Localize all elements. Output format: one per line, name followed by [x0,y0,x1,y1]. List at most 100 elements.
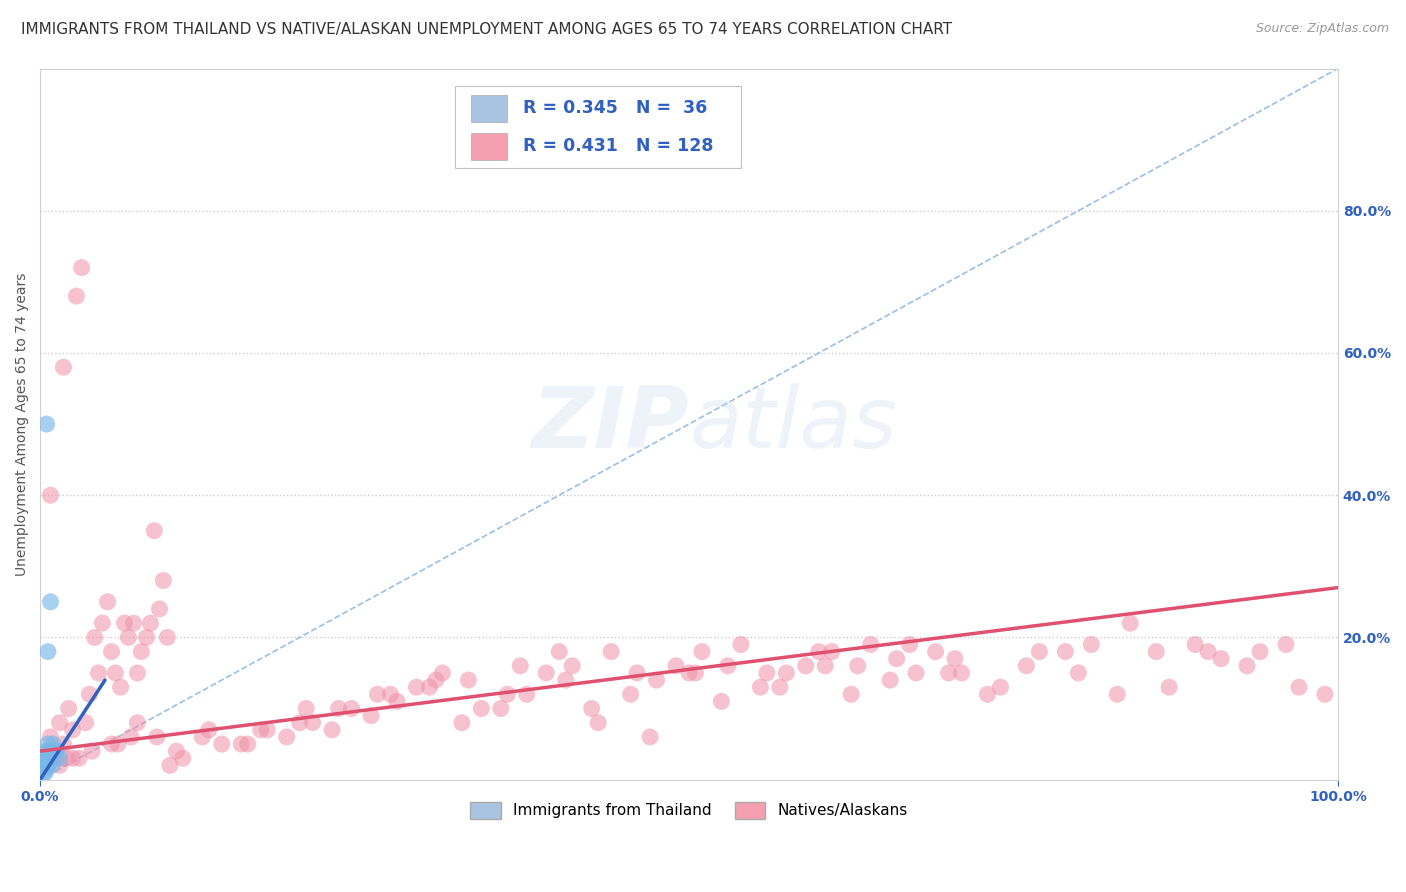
Point [236,737,259,751]
Point [48,715,70,730]
Point [34,765,56,780]
Point [39,751,62,765]
Point [37,758,59,772]
Point [425,673,447,687]
Point [749,680,772,694]
Point [276,730,298,744]
Point [131,645,153,659]
Point [107,737,129,751]
Point [34,758,56,772]
Point [41,744,63,758]
Point [924,645,946,659]
Point [110,680,132,694]
FancyBboxPatch shape [456,87,741,168]
Point [127,665,149,680]
Point [127,715,149,730]
Point [42,737,65,751]
Point [301,715,323,730]
Point [32,765,55,780]
Point [976,687,998,701]
Point [39,488,62,502]
Point [31,758,53,772]
Point [710,694,733,708]
Point [288,715,311,730]
Point [152,574,174,588]
Point [496,687,519,701]
Point [143,524,166,538]
Point [685,665,707,680]
Point [418,680,440,694]
Point [600,645,623,659]
Point [905,665,928,680]
Bar [471,95,508,122]
Point [1054,645,1077,659]
Point [91,616,114,631]
Point [1015,658,1038,673]
Point [1119,616,1142,631]
Point [489,701,512,715]
Text: IMMIGRANTS FROM THAILAND VS NATIVE/ALASKAN UNEMPLOYMENT AMONG AGES 65 TO 74 YEAR: IMMIGRANTS FROM THAILAND VS NATIVE/ALASK… [21,22,952,37]
Point [165,744,187,758]
Point [561,658,583,673]
Point [432,665,454,680]
Point [231,737,253,751]
Point [886,651,908,665]
Point [1159,680,1181,694]
Point [41,751,63,765]
Point [48,758,70,772]
Point [35,744,58,758]
Point [35,758,58,772]
Point [1184,638,1206,652]
Point [581,701,603,715]
Point [678,665,700,680]
Point [794,658,817,673]
Point [775,665,797,680]
Point [690,645,713,659]
Point [37,758,59,772]
Point [340,701,363,715]
Point [83,631,105,645]
Point [35,744,58,758]
Point [70,260,93,275]
Bar [471,133,508,160]
Point [457,673,479,687]
Point [45,751,67,765]
Point [385,694,408,708]
Point [321,723,343,737]
Point [55,751,77,765]
Point [1249,645,1271,659]
Text: R = 0.431   N = 128: R = 0.431 N = 128 [523,137,713,155]
Point [191,730,214,744]
Point [172,751,194,765]
Point [405,680,427,694]
Point [156,631,179,645]
Point [451,715,474,730]
Point [146,730,169,744]
Point [122,616,145,631]
Point [380,687,402,701]
Point [159,758,181,772]
Point [38,751,60,765]
Point [256,723,278,737]
Point [1209,651,1232,665]
Point [645,673,668,687]
Point [42,744,65,758]
Point [38,751,60,765]
Point [41,758,63,772]
Point [1313,687,1336,701]
Point [32,751,55,765]
Point [39,744,62,758]
Point [211,737,233,751]
Point [1288,680,1310,694]
Point [295,701,318,715]
Point [58,701,80,715]
Point [32,758,55,772]
Point [65,289,87,303]
Point [198,723,221,737]
Point [755,665,778,680]
Point [665,658,688,673]
Point [117,631,139,645]
Point [62,751,84,765]
Point [730,638,752,652]
Point [509,658,531,673]
